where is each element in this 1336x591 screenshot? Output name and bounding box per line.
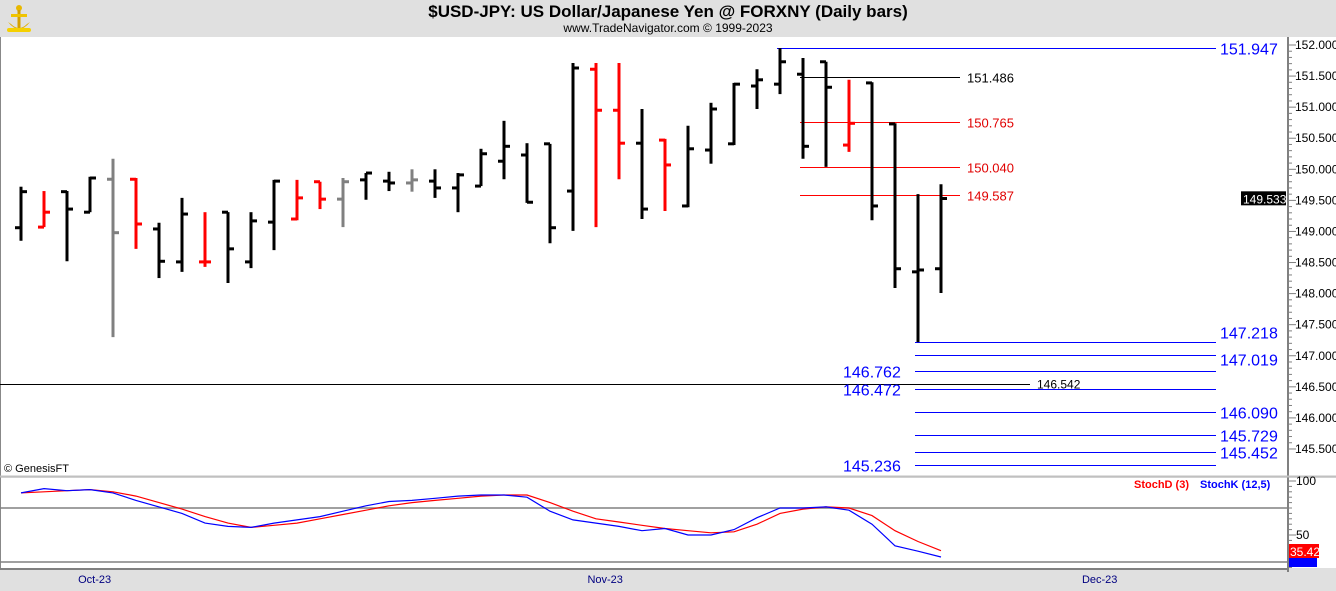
stoch-tick-label: 50 [1296, 528, 1310, 542]
y-tick-label: 149.000 [1295, 224, 1336, 238]
y-tick-label: 147.000 [1295, 349, 1336, 363]
y-tick-label: 147.500 [1295, 318, 1336, 332]
level-label: 146.472 [843, 383, 901, 400]
ohlc-bar [912, 194, 924, 343]
ohlc-bar [475, 148, 487, 188]
chart-subtitle: www.TradeNavigator.com © 1999-2023 [563, 21, 773, 35]
level-label: 147.019 [1220, 353, 1278, 370]
ohlc-bar [728, 82, 740, 146]
ohlc-bar [245, 212, 257, 269]
ohlc-bar [889, 122, 901, 289]
y-tick-label: 150.500 [1295, 131, 1336, 145]
y-tick-label: 151.500 [1295, 69, 1336, 83]
level-label: 150.765 [967, 116, 1014, 131]
ohlc-bar [544, 142, 556, 244]
ohlc-bar [130, 177, 142, 249]
ohlc-bar [268, 179, 280, 251]
level-label: 145.729 [1220, 429, 1278, 446]
level-label: 147.218 [1220, 326, 1278, 343]
ohlc-bar [15, 186, 27, 241]
level-label: 146.542 [1037, 378, 1081, 392]
ohlc-bar [153, 222, 165, 279]
ohlc-bar [590, 63, 602, 228]
gold-anchor-logo-icon [7, 5, 31, 32]
ohlc-bar [452, 173, 464, 213]
y-tick-label: 148.500 [1295, 256, 1336, 270]
ohlc-bar [751, 69, 763, 110]
ohlc-bar [291, 179, 303, 221]
ohlc-bar [843, 79, 855, 152]
last-price-label: 149.533 [1243, 192, 1287, 206]
ohlc-bar [935, 184, 947, 293]
ohlc-bar [360, 171, 372, 200]
stochk-legend: StochK (12,5) [1200, 479, 1271, 491]
watermark-text: © GenesisFT [4, 463, 69, 475]
stoch-tick-label: 100 [1296, 474, 1316, 488]
ohlc-bar [199, 212, 211, 267]
ohlc-bar [659, 138, 671, 211]
stoch-line-k [20, 487, 942, 558]
ohlc-bar [337, 178, 349, 228]
y-tick-label: 146.500 [1295, 380, 1336, 394]
last-price-badge [1241, 191, 1286, 206]
ohlc-bar [636, 109, 648, 220]
ohlc-bar [107, 158, 119, 338]
x-date-label: Dec-23 [1082, 574, 1117, 586]
level-label: 151.486 [967, 71, 1014, 86]
ohlc-bar [429, 169, 441, 198]
level-label: 145.452 [1220, 446, 1278, 463]
ohlc-bar [567, 63, 579, 231]
ohlc-bar [61, 190, 73, 262]
ohlc-bar [613, 63, 625, 180]
ohlc-bar [38, 191, 50, 229]
y-tick-label: 148.000 [1295, 287, 1336, 301]
price-panel [0, 37, 1336, 476]
y-tick-label: 151.000 [1295, 100, 1336, 114]
level-label: 146.762 [843, 365, 901, 382]
x-date-label: Nov-23 [587, 574, 622, 586]
ohlc-bar [797, 58, 809, 159]
ohlc-bar [498, 120, 510, 180]
ohlc-bar [774, 48, 786, 95]
level-label: 145.236 [843, 459, 901, 476]
level-label: 149.587 [967, 189, 1014, 204]
y-tick-label: 149.500 [1295, 193, 1336, 207]
y-tick-label: 152.000 [1295, 38, 1336, 52]
y-tick-label: 146.000 [1295, 411, 1336, 425]
ohlc-bar [820, 60, 832, 167]
ohlc-bar [682, 125, 694, 208]
level-label: 146.090 [1220, 406, 1278, 423]
x-date-label: Oct-23 [78, 574, 111, 586]
ohlc-bar [314, 180, 326, 210]
stochd-legend: StochD (3) [1134, 479, 1189, 491]
ohlc-bar [521, 143, 533, 204]
ohlc-bar [383, 171, 395, 192]
stochd-value-badge [1289, 544, 1319, 558]
stoch-line-d [20, 488, 942, 552]
ohlc-bar [222, 210, 234, 284]
chart-title: $USD-JPY: US Dollar/Japanese Yen @ FORXN… [428, 2, 908, 21]
y-tick-label: 145.500 [1295, 442, 1336, 456]
stochk-value-badge [1289, 556, 1317, 567]
stoch-panel [0, 478, 1336, 568]
ohlc-bar [866, 81, 878, 221]
stochd-value-label: 35.42 [1290, 545, 1320, 559]
level-label: 150.040 [967, 161, 1014, 176]
ohlc-bar [406, 169, 418, 192]
ohlc-bar [705, 102, 717, 164]
y-tick-label: 150.000 [1295, 162, 1336, 176]
level-label: 151.947 [1220, 42, 1278, 59]
ohlc-bar [176, 197, 188, 272]
ohlc-bar [84, 176, 96, 214]
